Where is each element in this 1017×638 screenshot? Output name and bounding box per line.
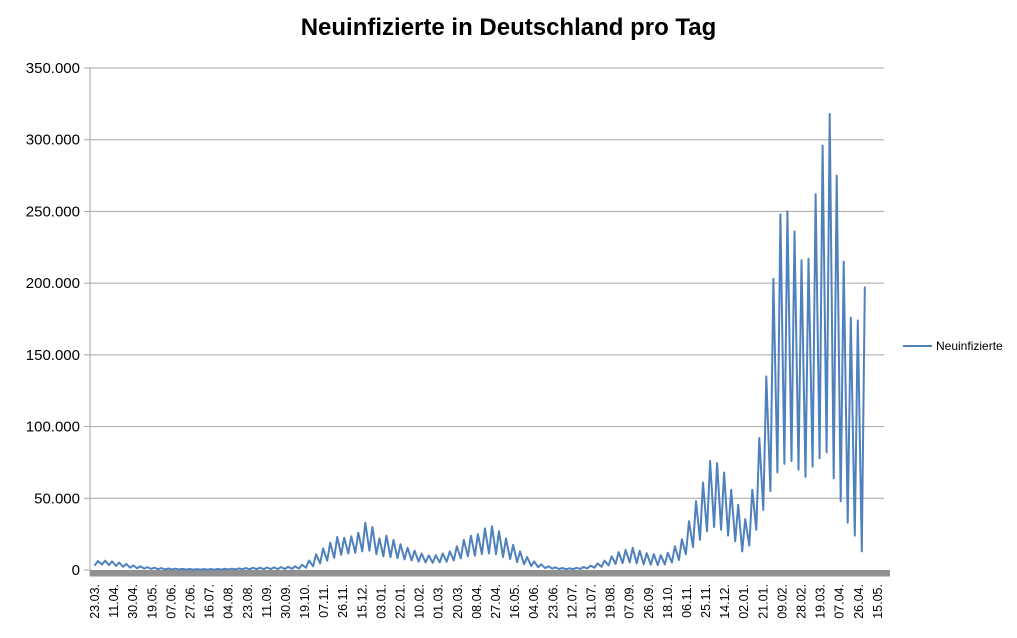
x-tick-label: 23.08. bbox=[241, 584, 255, 619]
x-tick-label: 19.08. bbox=[604, 584, 618, 619]
x-tick-label: 30.09. bbox=[279, 584, 293, 619]
x-tick-label: 04.08. bbox=[222, 584, 236, 619]
x-tick-label: 16.07. bbox=[203, 584, 217, 619]
gridlines bbox=[90, 67, 884, 499]
x-axis-bar bbox=[90, 570, 890, 577]
x-tick-label: 19.03. bbox=[814, 584, 828, 619]
x-tick-label: 23.06. bbox=[546, 584, 560, 619]
y-tick-label: 300.000 bbox=[26, 132, 80, 149]
x-tick-label: 19.10. bbox=[298, 584, 312, 619]
x-tick-label: 18.10. bbox=[661, 584, 675, 619]
x-tick-label: 25.11. bbox=[699, 584, 713, 618]
x-tick-label: 02.01. bbox=[737, 584, 751, 619]
x-tick-label: 07.04. bbox=[833, 584, 847, 619]
x-tick-label: 15.12. bbox=[355, 584, 369, 619]
x-tick-label: 27.06. bbox=[183, 584, 197, 619]
x-tick-label: 07.11. bbox=[317, 584, 331, 618]
series-line bbox=[94, 112, 866, 571]
x-tick-label: 30.04. bbox=[126, 584, 140, 619]
x-tick-label: 12.07. bbox=[565, 584, 579, 619]
x-tick-label: 10.02. bbox=[413, 584, 427, 619]
x-tick-label: 04.06. bbox=[527, 584, 541, 619]
y-tick-label: 250.000 bbox=[26, 203, 80, 220]
x-tick-label: 26.11. bbox=[336, 584, 350, 618]
x-tick-label: 14.12. bbox=[718, 584, 732, 619]
x-tick-label: 31.07. bbox=[584, 584, 598, 619]
x-tick-label: 19.05. bbox=[145, 584, 159, 619]
x-tick-label: 09.02. bbox=[775, 584, 789, 619]
x-tick-label: 01.03. bbox=[432, 584, 446, 619]
x-tick-label: 07.06. bbox=[164, 584, 178, 619]
x-tick-label: 11.04. bbox=[107, 584, 121, 618]
x-tick-label: 11.09. bbox=[260, 584, 274, 618]
x-tick-label: 22.01. bbox=[394, 584, 408, 619]
chart-title: Neuinfizierte in Deutschland pro Tag bbox=[300, 14, 717, 41]
x-tick-label: 08.04. bbox=[470, 584, 484, 619]
y-tick-label: 150.000 bbox=[26, 347, 80, 364]
legend-label: Neuinfizierte bbox=[936, 339, 1003, 353]
y-axis-labels: 0 50.000 100.000 150.000 200.000 250.000 300.0… bbox=[26, 60, 80, 579]
legend: Neuinfizierte bbox=[903, 339, 1003, 353]
x-tick-label: 20.03. bbox=[451, 584, 465, 619]
x-tick-label: 26.04. bbox=[852, 584, 866, 619]
legend-line-sample bbox=[903, 345, 932, 347]
x-tick-label: 21.01. bbox=[756, 584, 770, 619]
y-tick-label: 350.000 bbox=[26, 60, 80, 77]
x-tick-label: 16.05. bbox=[508, 584, 522, 619]
x-tick-label: 06.11. bbox=[680, 584, 694, 618]
x-tick-label: 15.05. bbox=[871, 584, 885, 619]
x-tick-label: 23.03. bbox=[88, 584, 102, 619]
x-tick-label: 28.02. bbox=[795, 584, 809, 619]
x-tick-label: 03.01. bbox=[374, 584, 388, 619]
x-tick-label: 26.09. bbox=[642, 584, 656, 619]
x-tick-label: 07.09. bbox=[623, 584, 637, 619]
y-axis bbox=[84, 67, 91, 577]
x-axis-labels: 23.03. 11.04. 30.04. 19.05. 07.06. 27.06. 16.0… bbox=[88, 584, 885, 619]
y-tick-label: 100.000 bbox=[26, 419, 80, 436]
x-tick-label: 27.04. bbox=[489, 584, 503, 619]
y-tick-label: 200.000 bbox=[26, 275, 80, 292]
y-tick-label: 50.000 bbox=[34, 490, 80, 507]
y-tick-label: 0 bbox=[72, 562, 80, 579]
